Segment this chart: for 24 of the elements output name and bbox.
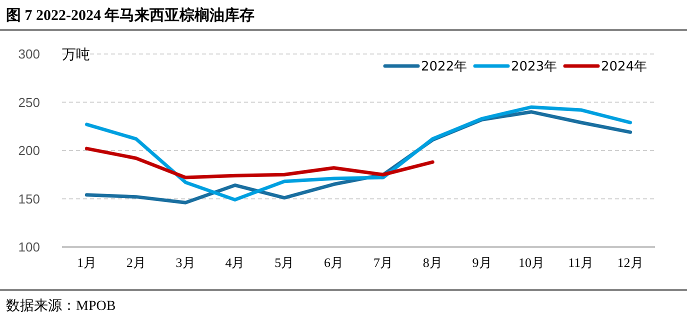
y-tick-label: 300: [18, 46, 40, 62]
y-tick-label: 150: [18, 191, 40, 206]
x-tick-label: 11月: [568, 255, 594, 270]
chart-title: 图 7 2022-2024 年马来西亚棕榈油库存: [6, 6, 255, 24]
y-tick-label: 250: [18, 94, 40, 110]
y-tick-label: 100: [18, 240, 40, 255]
legend-label: 2024年: [601, 60, 648, 75]
x-tick-label: 5月: [274, 255, 294, 270]
x-tick-label: 4月: [225, 255, 245, 270]
x-tick-label: 3月: [176, 255, 196, 270]
x-tick-label: 10月: [518, 255, 544, 270]
source-note: 数据来源：MPOB: [6, 298, 116, 314]
legend-label: 2022年: [421, 60, 468, 75]
x-tick-label: 7月: [373, 255, 393, 270]
x-tick-label: 9月: [472, 255, 492, 270]
x-tick-label: 12月: [617, 255, 644, 270]
line-series: [84, 146, 434, 180]
y-axis-title: 万吨: [62, 46, 90, 63]
y-tick-label: 200: [18, 143, 40, 158]
x-tick-label: 1月: [76, 255, 96, 270]
x-tick-label: 2月: [126, 255, 146, 270]
x-tick-label: 8月: [422, 255, 442, 270]
x-tick-label: 6月: [324, 255, 344, 270]
legend-label: 2023年: [511, 60, 558, 75]
